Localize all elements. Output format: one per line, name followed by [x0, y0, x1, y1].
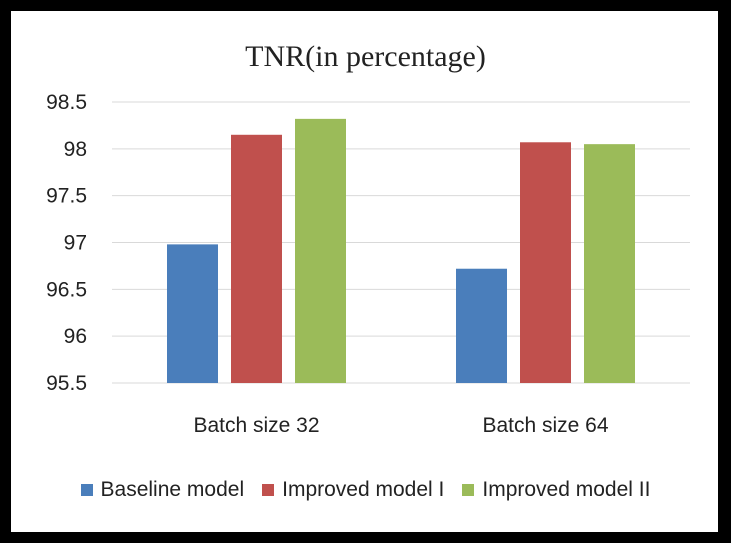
y-tick-label: 98.5	[46, 91, 87, 114]
y-tick-label: 97.5	[46, 185, 87, 208]
bar-improved-model-i	[520, 142, 571, 383]
legend-item: Baseline model	[80, 478, 245, 502]
legend-swatch	[80, 484, 93, 496]
legend-label: Baseline model	[100, 478, 245, 501]
bar-improved-model-i	[231, 134, 282, 383]
y-tick-label: 98	[64, 138, 87, 161]
bar-improved-model-ii	[295, 118, 346, 384]
legend-swatch	[262, 484, 275, 496]
y-tick-label: 97	[64, 232, 87, 255]
legend-item: Improved model II	[462, 478, 650, 502]
legend-swatch	[462, 484, 475, 496]
x-category-label: Batch size 32	[193, 414, 319, 437]
legend-label: Improved model I	[282, 478, 445, 501]
legend-label: Improved model II	[482, 478, 651, 501]
x-category-label: Batch size 64	[482, 414, 608, 437]
bar-baseline-model	[167, 244, 218, 383]
y-tick-label: 96.5	[46, 278, 87, 301]
chart-legend: Baseline model Improved model I Improved m…	[0, 478, 731, 502]
y-tick-label: 96	[64, 325, 87, 348]
y-tick-label: 95.5	[46, 372, 87, 395]
legend-item: Improved model I	[262, 478, 444, 502]
bar-improved-model-ii	[584, 144, 635, 383]
chart-title: TNR(in percentage)	[245, 40, 486, 73]
bar-baseline-model	[456, 268, 507, 383]
